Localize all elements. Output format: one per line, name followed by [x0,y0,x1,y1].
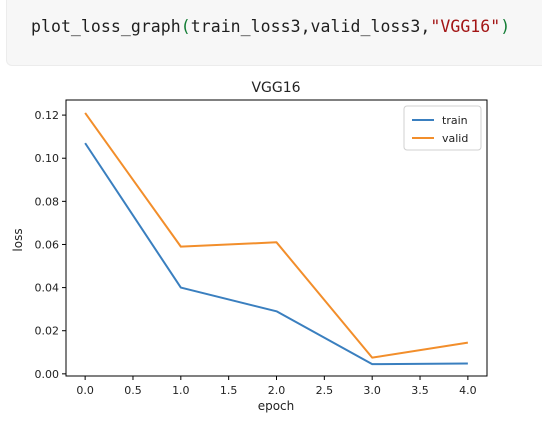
code-function-name: plot_loss_graph [31,17,181,36]
loss-chart: VGG16 epoch loss 0.0 0.5 1.0 1.5 2.0 2.5 3.0 3.… [11,80,488,413]
x-tick-label: 1.5 [220,384,238,397]
x-tick-label: 0.5 [124,384,142,397]
x-tick-label: 0.0 [76,384,94,397]
y-axis-label: loss [11,228,25,251]
x-tick-label: 2.5 [316,384,334,397]
legend-label-train: train [442,114,468,127]
code-close-paren: ) [500,17,511,36]
x-tick-label: 1.0 [172,384,190,397]
y-tick-label: 0.06 [35,238,60,251]
code-open-paren: ( [180,17,191,36]
code-string-arg: "VGG16" [430,17,501,36]
x-tick-label: 3.0 [363,384,381,397]
x-tick-label: 3.5 [411,384,429,397]
y-tick-label: 0.10 [35,152,60,165]
y-tick-label: 0.12 [35,109,60,122]
y-tick-label: 0.00 [35,368,60,381]
series-line-valid [84,112,469,359]
y-tick-label: 0.02 [35,325,60,338]
x-tick-label: 2.0 [268,384,286,397]
x-tick-label: 4.0 [459,384,477,397]
series-line-train [84,142,468,366]
code-cell[interactable]: plot_loss_graph(train_loss3,valid_loss3,… [6,0,542,66]
x-axis-label: epoch [258,399,295,413]
plot-area: 0.0 0.5 1.0 1.5 2.0 2.5 3.0 3.5 4.0 0.00 0.02 0.04 0… [35,99,488,397]
code-args: train_loss3,valid_loss3, [190,17,431,36]
chart-title: VGG16 [251,80,300,96]
code-line[interactable]: plot_loss_graph(train_loss3,valid_loss3,… [31,17,510,36]
legend-label-valid: valid [442,132,468,145]
y-tick-label: 0.04 [35,282,60,295]
y-tick-label: 0.08 [35,195,60,208]
